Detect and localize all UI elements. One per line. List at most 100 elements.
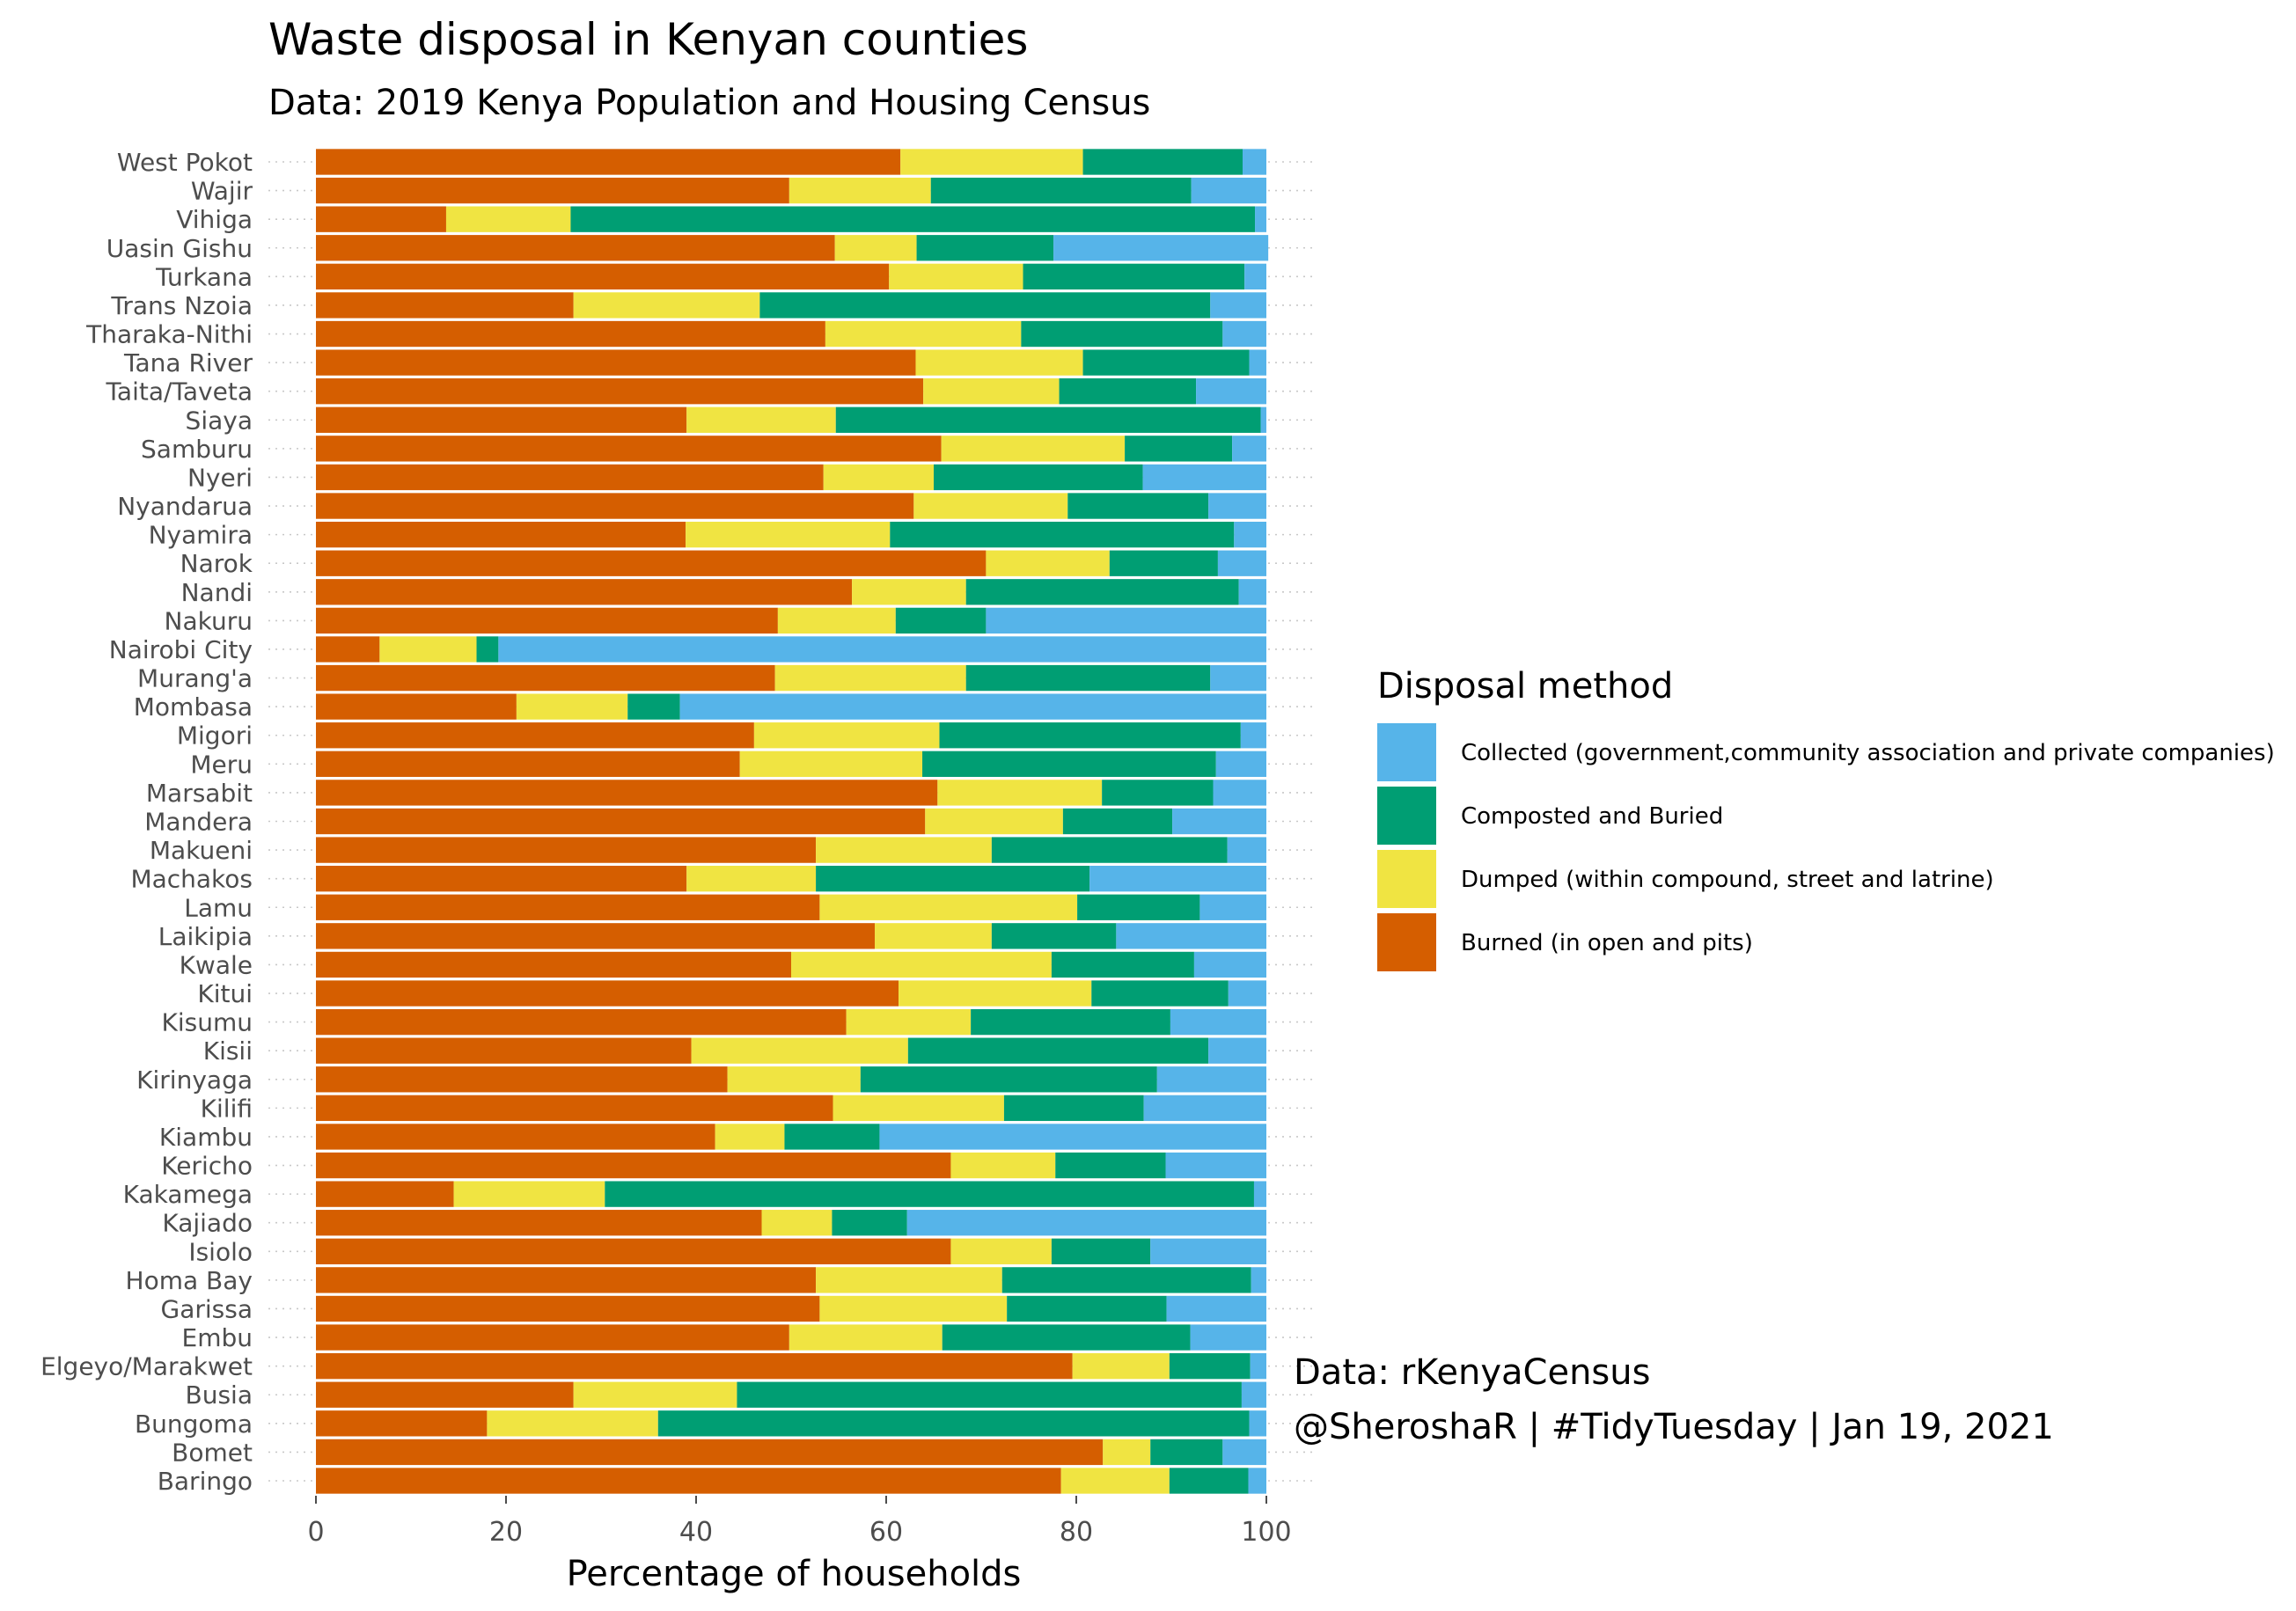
bar-narok-burned (316, 550, 987, 576)
bar-murang-a-burned (316, 664, 775, 692)
legend: Disposal method Collected (government,co… (1377, 666, 2275, 971)
bar-kakamega-collected (1253, 1181, 1266, 1207)
bar-bomet-composted (1150, 1439, 1223, 1466)
bar-vihiga-burned (316, 206, 446, 232)
bar-homa-bay-dumped (816, 1267, 1002, 1293)
bar-kajiado-collected (906, 1210, 1266, 1236)
bar-garissa-burned (316, 1295, 820, 1322)
bar-bomet-collected (1222, 1439, 1266, 1466)
bar-uasin-gishu-composted (916, 235, 1054, 261)
x-tick-label-80: 80 (1060, 1517, 1093, 1548)
bar-kitui-burned (316, 980, 899, 1007)
bar-lamu-composted (1077, 894, 1200, 920)
bar-meru-burned (316, 751, 740, 777)
bar-tana-river-burned (316, 349, 916, 376)
caption-author: @SheroshaR | #TidyTuesday | Jan 19, 2021 (1294, 1407, 2054, 1447)
bar-nairobi-city-collected (498, 636, 1266, 663)
y-tick-label-machakos: Machakos (130, 865, 253, 894)
bar-elgeyo-marakwet-dumped (1072, 1352, 1170, 1380)
bar-nandi-burned (316, 579, 853, 605)
chart-subtitle: Data: 2019 Kenya Population and Housing … (268, 83, 1150, 123)
bar-mombasa-collected (679, 693, 1266, 720)
bar-kitui-collected (1228, 980, 1266, 1007)
bar-murang-a-collected (1210, 664, 1266, 692)
bar-elgeyo-marakwet-burned (316, 1352, 1073, 1380)
bar-turkana-composted (1023, 263, 1245, 290)
bar-siaya-collected (1260, 406, 1266, 433)
bar-makueni-dumped (816, 837, 992, 863)
caption: Data: rKenyaCensus @SheroshaR | #TidyTue… (1294, 1352, 2054, 1447)
bar-kisumu-collected (1170, 1008, 1266, 1036)
y-tick-label-mandera: Mandera (144, 808, 253, 837)
bar-trans-nzoia-collected (1210, 292, 1266, 319)
legend-title: Disposal method (1377, 666, 1673, 707)
bar-uasin-gishu-dumped (834, 235, 917, 261)
y-tick-label-kitui: Kitui (197, 979, 253, 1008)
bar-embu-collected (1190, 1324, 1266, 1351)
bar-nyeri-composted (934, 464, 1143, 491)
bar-bomet-burned (316, 1439, 1104, 1466)
bar-kakamega-composted (605, 1181, 1254, 1207)
bar-laikipia-collected (1116, 923, 1266, 949)
x-tick-label-60: 60 (869, 1517, 903, 1548)
bar-kajiado-burned (316, 1210, 762, 1236)
y-tick-label-nyamira: Nyamira (149, 521, 253, 550)
bar-siaya-dumped (686, 406, 836, 433)
y-tick-label-bomet: Bomet (172, 1438, 253, 1467)
y-tick-label-tharaka-nithi: Tharaka-Nithi (85, 320, 253, 349)
bar-nyeri-burned (316, 464, 824, 491)
bar-kirinyaga-burned (316, 1066, 728, 1093)
bar-kisumu-composted (971, 1008, 1170, 1036)
bar-bungoma-dumped (487, 1410, 658, 1437)
bar-kericho-dumped (950, 1152, 1056, 1179)
bar-busia-burned (316, 1381, 574, 1408)
y-tick-label-mombasa: Mombasa (134, 692, 253, 721)
bar-nairobi-city-dumped (379, 636, 477, 663)
x-tick-label-20: 20 (489, 1517, 523, 1548)
y-tick-label-nakuru: Nakuru (165, 606, 253, 635)
y-tick-label-garissa: Garissa (161, 1294, 253, 1323)
bar-mandera-dumped (925, 808, 1063, 835)
chart-title: Waste disposal in Kenyan counties (268, 14, 1028, 65)
bar-embu-composted (942, 1324, 1191, 1351)
y-tick-label-kiambu: Kiambu (159, 1123, 253, 1152)
bar-kwale-dumped (791, 951, 1052, 978)
bar-tharaka-nithi-dumped (825, 320, 1022, 348)
y-tick-label-uasin-gishu: Uasin Gishu (106, 234, 253, 263)
bar-mombasa-burned (316, 693, 517, 720)
y-tick-label-nyandarua: Nyandarua (117, 492, 253, 521)
bar-wajir-dumped (789, 177, 931, 204)
bar-mandera-composted (1062, 808, 1173, 835)
y-tick-label-kajiado: Kajiado (162, 1209, 253, 1238)
bar-trans-nzoia-composted (759, 292, 1211, 319)
bar-kwale-collected (1193, 951, 1266, 978)
bar-kirinyaga-collected (1156, 1066, 1266, 1093)
y-tick-label-wajir: Wajir (191, 177, 253, 206)
bar-bungoma-collected (1249, 1410, 1266, 1437)
y-tick-label-siaya: Siaya (186, 406, 253, 435)
bar-kakamega-burned (316, 1181, 454, 1207)
bar-nyandarua-burned (316, 493, 914, 519)
x-axis-tick-labels: 0 20 40 60 80 100 (307, 1496, 1292, 1548)
bar-nyandarua-collected (1208, 493, 1266, 519)
caption-source: Data: rKenyaCensus (1294, 1352, 1650, 1393)
y-tick-label-trans-nzoia: Trans Nzoia (110, 291, 253, 320)
legend-swatch-composted (1377, 787, 1436, 845)
bar-makueni-collected (1227, 837, 1266, 863)
bar-kisii-burned (316, 1037, 692, 1064)
bar-turkana-burned (316, 263, 890, 290)
y-tick-label-makueni: Makueni (150, 836, 253, 865)
bar-elgeyo-marakwet-collected (1250, 1352, 1266, 1380)
bar-taita-taveta-burned (316, 378, 924, 405)
bar-bomet-dumped (1103, 1439, 1151, 1466)
bar-nyeri-collected (1142, 464, 1266, 491)
bar-nairobi-city-burned (316, 636, 380, 663)
bar-kajiado-dumped (761, 1210, 833, 1236)
bar-nyeri-dumped (823, 464, 934, 491)
y-tick-label-migori: Migori (177, 721, 253, 751)
y-tick-label-west-pokot: West Pokot (117, 148, 253, 177)
x-tick-label-100: 100 (1241, 1517, 1291, 1548)
bar-narok-composted (1109, 550, 1218, 576)
y-tick-label-tana-river: Tana River (123, 348, 253, 377)
bar-narok-collected (1217, 550, 1266, 576)
